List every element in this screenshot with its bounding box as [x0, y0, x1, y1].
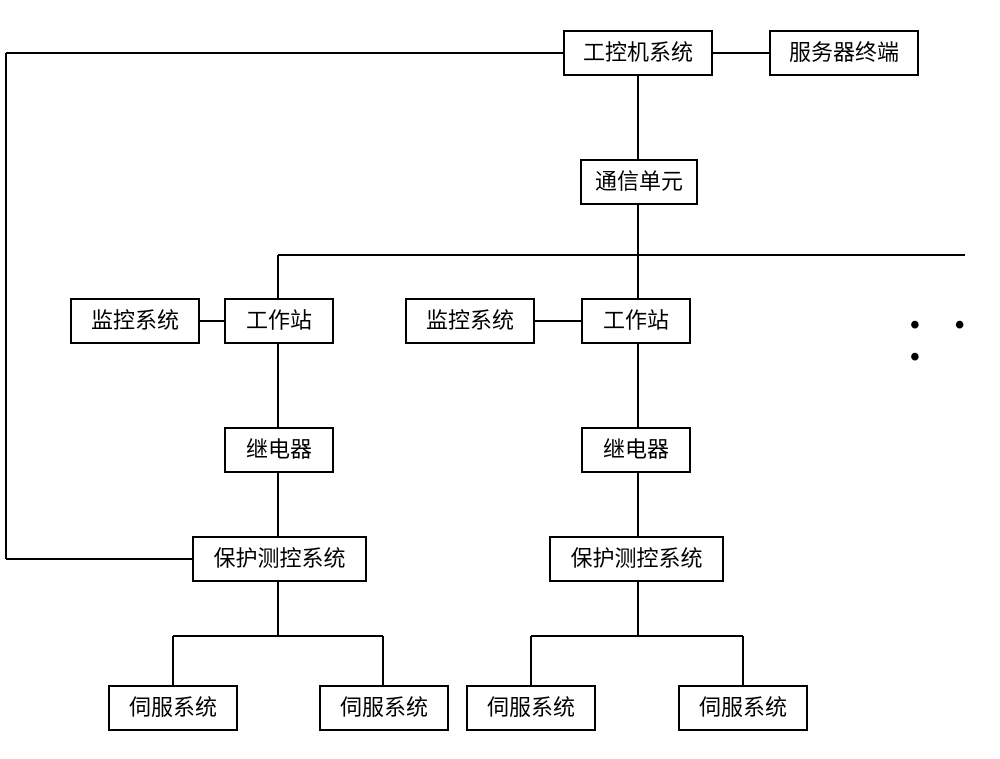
flowchart-canvas: 工控机系统 服务器终端通信单元监控系统 工作站 监控系统 工作站继电器 继电器保护测控系统… [0, 0, 1000, 759]
node-ws2: 工作站 [581, 298, 691, 344]
node-label: 工作站 [246, 310, 312, 332]
node-label: 伺服系统 [487, 697, 575, 719]
node-ipc: 工控机系统 [563, 30, 713, 76]
node-relay2: 继电器 [581, 427, 691, 473]
node-servo2a: 伺服系统 [466, 685, 596, 731]
node-label: 伺服系统 [699, 697, 787, 719]
node-label: 伺服系统 [340, 697, 428, 719]
node-label: 监控系统 [91, 310, 179, 332]
ellipsis: • • • [910, 310, 1000, 374]
node-relay1: 继电器 [224, 427, 334, 473]
node-mon2: 监控系统 [405, 298, 535, 344]
node-label: 继电器 [246, 439, 312, 461]
node-server: 服务器终端 [769, 30, 919, 76]
node-comm: 通信单元 [580, 159, 698, 205]
node-label: 保护测控系统 [570, 548, 702, 570]
node-servo1b: 伺服系统 [319, 685, 449, 731]
node-servo1a: 伺服系统 [108, 685, 238, 731]
node-label: 服务器终端 [789, 42, 899, 64]
node-mon1: 监控系统 [70, 298, 200, 344]
node-prot1: 保护测控系统 [192, 536, 367, 582]
node-label: 保护测控系统 [213, 548, 345, 570]
node-label: 工作站 [603, 310, 669, 332]
node-label: 监控系统 [426, 310, 514, 332]
edges-layer [0, 0, 1000, 759]
node-label: 工控机系统 [583, 42, 693, 64]
node-servo2b: 伺服系统 [678, 685, 808, 731]
node-ws1: 工作站 [224, 298, 334, 344]
node-label: 继电器 [603, 439, 669, 461]
node-label: 通信单元 [595, 171, 683, 193]
node-label: 伺服系统 [129, 697, 217, 719]
node-prot2: 保护测控系统 [549, 536, 724, 582]
